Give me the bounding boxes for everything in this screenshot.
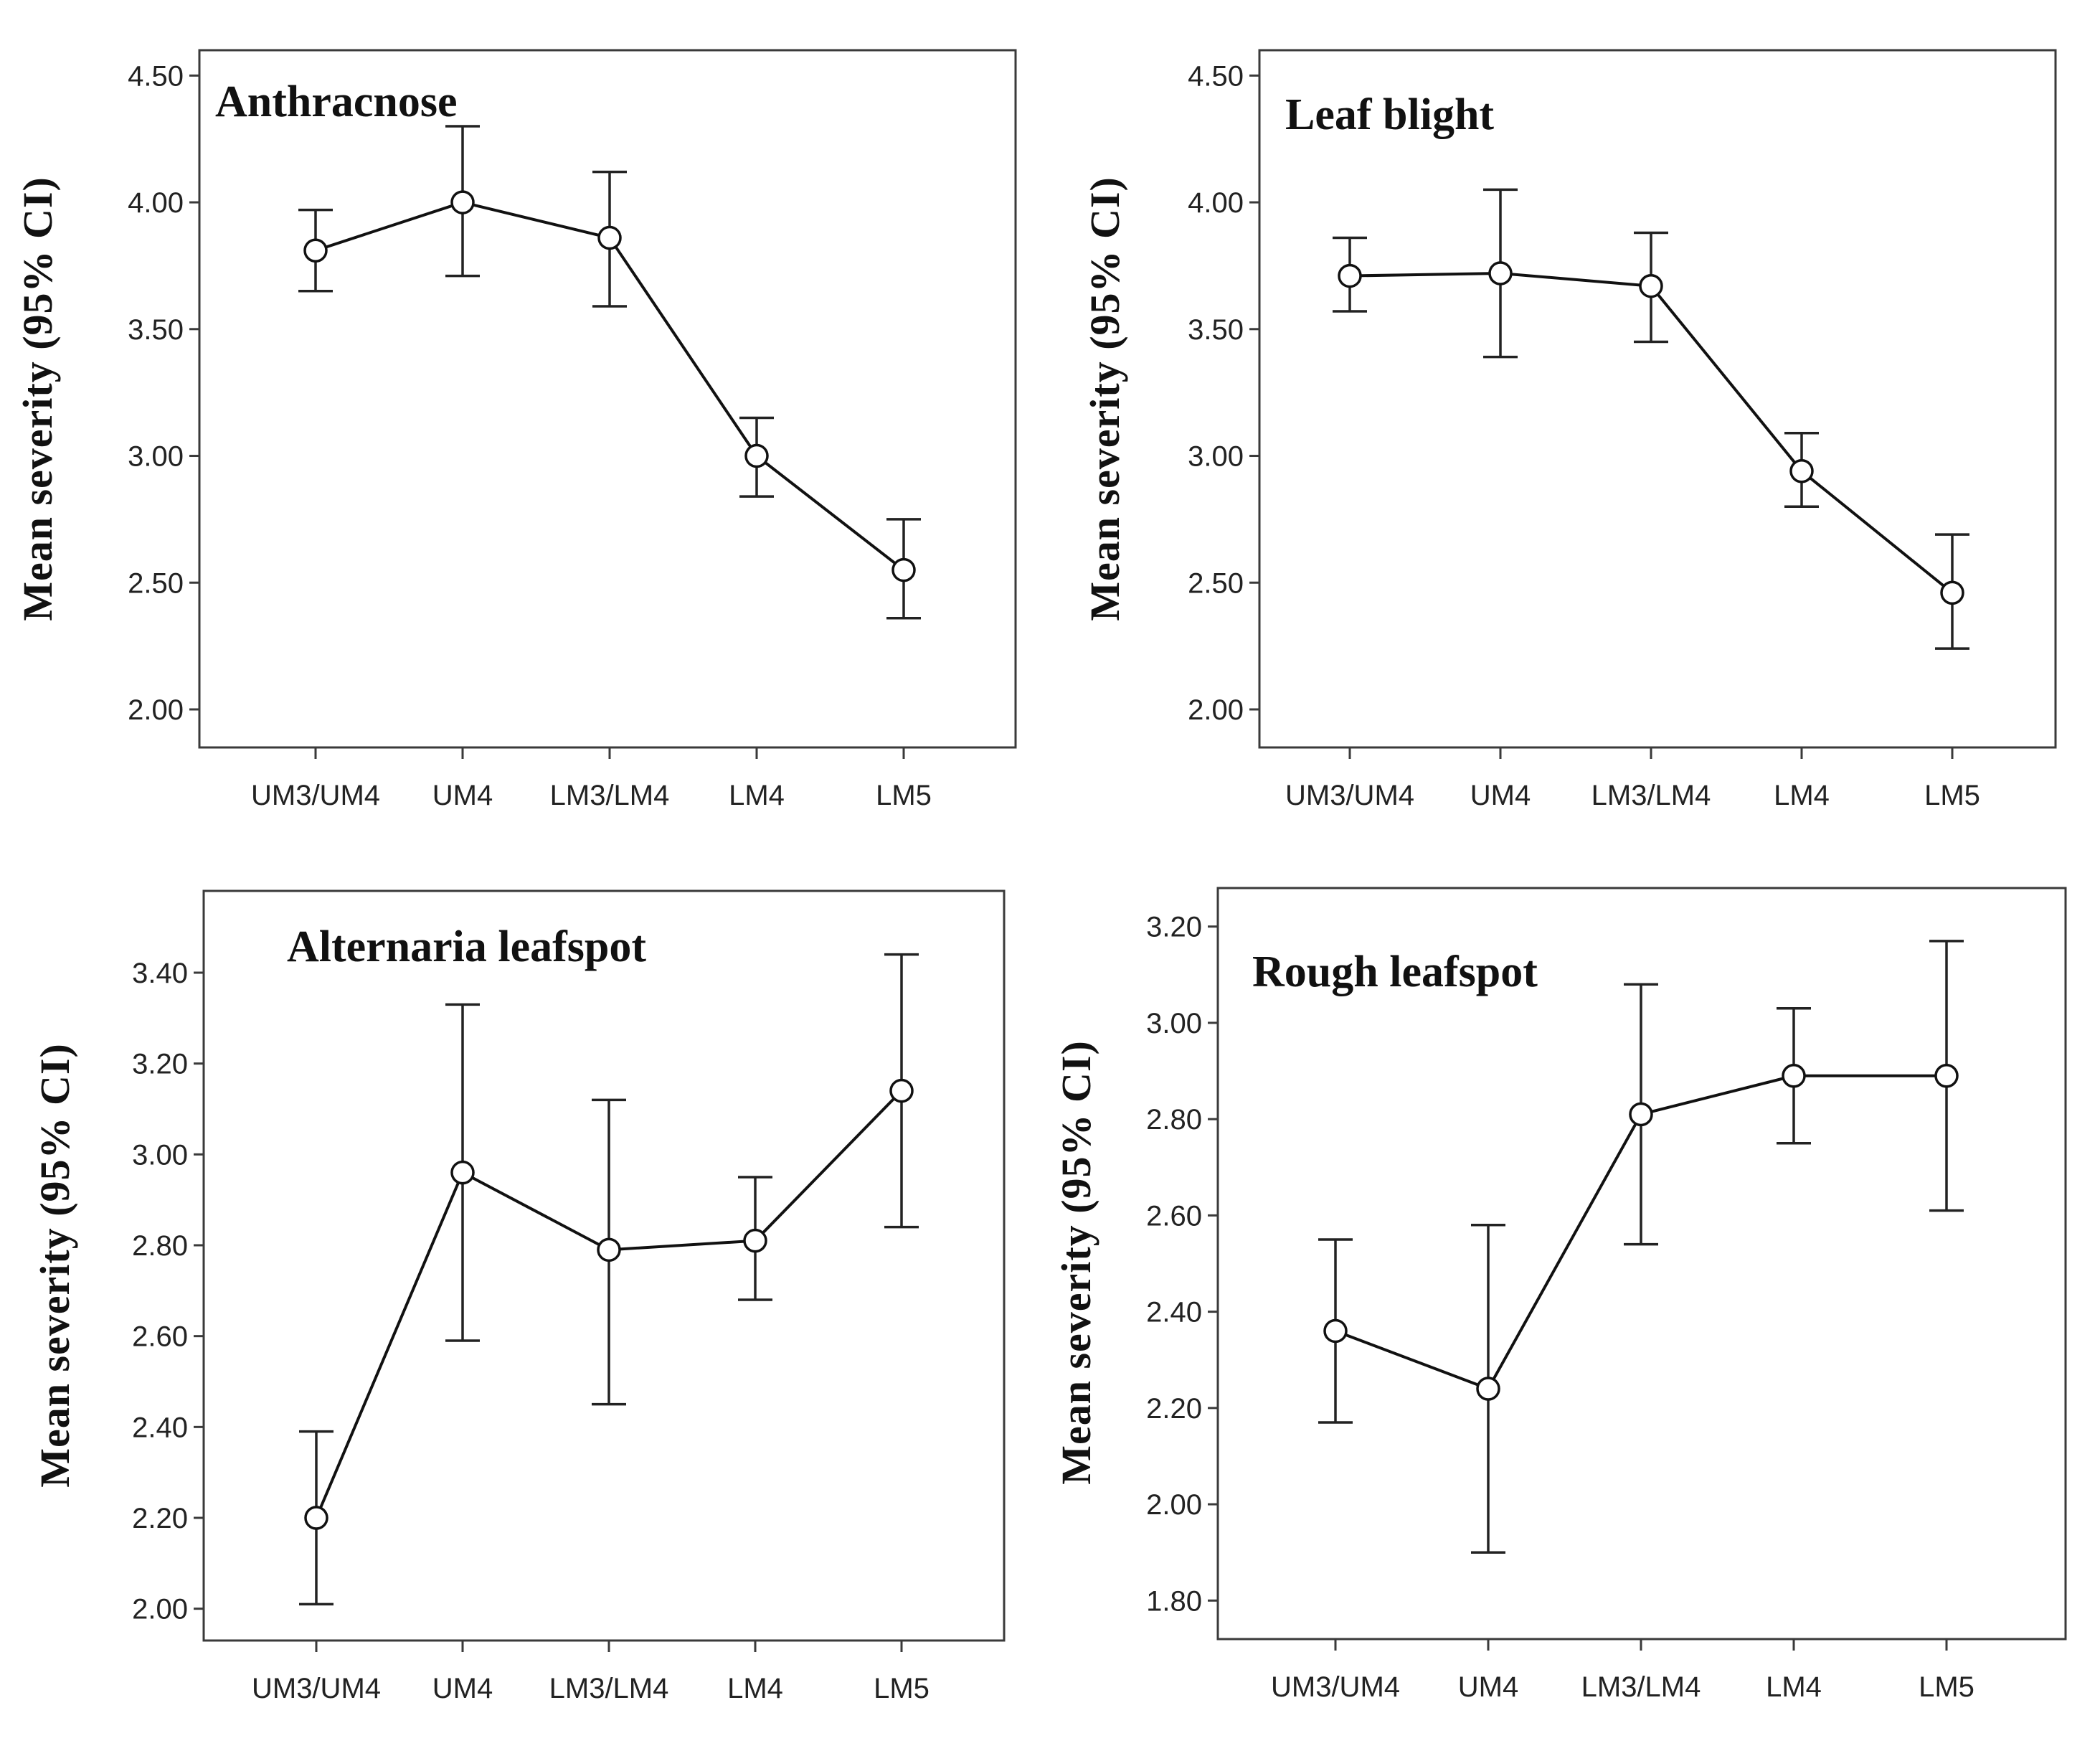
data-point — [1639, 273, 1663, 298]
data-point — [597, 225, 622, 250]
data-point — [891, 557, 916, 582]
x-tick-label: UM4 — [432, 780, 493, 811]
data-point — [889, 1078, 914, 1103]
data-point — [743, 1228, 767, 1253]
data-point — [597, 1237, 621, 1262]
x-tick-label: LM4 — [729, 780, 785, 811]
y-tick-label: 4.00 — [1188, 187, 1244, 219]
x-tick-label: LM4 — [727, 1673, 783, 1704]
y-tick-label: 2.60 — [1146, 1200, 1202, 1232]
x-tick-label: LM5 — [876, 780, 932, 811]
y-tick-label: 2.00 — [128, 694, 184, 726]
y-tick-label: 3.20 — [132, 1049, 188, 1080]
x-tick-label: UM4 — [1458, 1671, 1518, 1703]
y-tick-label: 1.80 — [1146, 1585, 1202, 1617]
y-tick-label: 3.50 — [128, 314, 184, 346]
y-tick-label: 3.00 — [1146, 1008, 1202, 1039]
x-tick-label: UM4 — [1470, 780, 1531, 811]
x-tick-label: UM3/UM4 — [1271, 1671, 1400, 1703]
data-point — [1476, 1377, 1500, 1401]
x-tick-label: LM5 — [1919, 1671, 1974, 1703]
data-point — [1782, 1064, 1806, 1088]
plot-frame — [198, 49, 1017, 749]
x-tick-label: LM3/LM4 — [549, 1673, 669, 1704]
chart-title: Rough leafspot — [1252, 948, 1538, 996]
data-point — [1629, 1102, 1653, 1127]
x-tick-label: LM3/LM4 — [1591, 780, 1711, 811]
y-tick-label: 2.00 — [1146, 1489, 1202, 1521]
data-point — [1789, 458, 1814, 483]
y-tick-label: 2.80 — [132, 1230, 188, 1262]
data-point — [450, 190, 475, 214]
x-tick-label: UM4 — [432, 1673, 493, 1704]
x-tick-label: UM3/UM4 — [1285, 780, 1414, 811]
y-tick-label: 2.00 — [1188, 694, 1244, 726]
x-tick-label: LM5 — [1924, 780, 1980, 811]
x-tick-label: LM3/LM4 — [1581, 1671, 1701, 1703]
y-tick-label: 4.50 — [1188, 60, 1244, 92]
x-tick-label: LM3/LM4 — [550, 780, 670, 811]
x-tick-label: LM5 — [874, 1673, 930, 1704]
y-tick-label: 2.20 — [132, 1503, 188, 1534]
y-tick-label: 3.50 — [1188, 314, 1244, 346]
x-tick-label: LM4 — [1766, 1671, 1822, 1703]
data-point — [303, 238, 328, 263]
chart-title: Leaf blight — [1285, 90, 1494, 139]
plot-frame — [1258, 49, 2057, 749]
data-point — [1323, 1318, 1348, 1344]
data-point — [1934, 1064, 1959, 1088]
chart-panel-3: 2.00 2.20 2.40 2.60 2.80 3.00 3.20 3.40 UM3/UM4 U… — [32, 889, 1006, 1704]
y-tick-label: 3.40 — [132, 958, 188, 989]
data-point — [1940, 580, 1964, 605]
data-point — [304, 1506, 328, 1530]
y-tick-label: 3.00 — [128, 441, 184, 473]
y-axis-label: Mean severity (95% CI) — [1082, 176, 1128, 621]
y-tick-label: 4.00 — [128, 187, 184, 219]
data-point — [450, 1160, 475, 1185]
x-tick-label: UM3/UM4 — [252, 1673, 381, 1704]
x-tick-label: LM4 — [1774, 780, 1830, 811]
y-tick-label: 3.00 — [1188, 441, 1244, 473]
y-axis-label: Mean severity (95% CI) — [1053, 1040, 1099, 1485]
chart-title: Alternaria leafspot — [287, 922, 646, 971]
y-tick-label: 2.50 — [1188, 567, 1244, 599]
y-tick-label: 3.20 — [1146, 912, 1202, 943]
y-axis-label: Mean severity (95% CI) — [14, 176, 61, 621]
y-tick-label: 3.00 — [132, 1139, 188, 1171]
chart-panel-1: 2.00 2.50 3.00 3.50 4.00 4.50 UM3/UM4 UM4 LM3/LM… — [14, 49, 1017, 811]
y-tick-label: 2.60 — [132, 1321, 188, 1353]
chart-title: Anthracnose — [215, 77, 458, 126]
y-tick-label: 2.20 — [1146, 1393, 1202, 1425]
data-point — [744, 443, 769, 468]
chart-panel-2: 2.00 2.50 3.00 3.50 4.00 4.50 UM3/UM4 UM4 LM3/LM… — [1082, 49, 2057, 811]
x-tick-label: UM3/UM4 — [251, 780, 380, 811]
y-tick-label: 4.50 — [128, 60, 184, 92]
y-tick-label: 2.40 — [132, 1412, 188, 1443]
plot-frame — [202, 889, 1006, 1642]
y-tick-label: 2.50 — [128, 567, 184, 599]
data-point — [1338, 263, 1362, 288]
y-axis-label: Mean severity (95% CI) — [32, 1043, 78, 1488]
data-point — [1488, 261, 1513, 285]
y-tick-label: 2.40 — [1146, 1297, 1202, 1328]
y-tick-label: 2.80 — [1146, 1104, 1202, 1136]
y-tick-label: 2.00 — [132, 1594, 188, 1625]
chart-panel-4: 1.80 2.00 2.20 2.40 2.60 2.80 3.00 3.20 UM3/UM4 U… — [1053, 887, 2067, 1703]
